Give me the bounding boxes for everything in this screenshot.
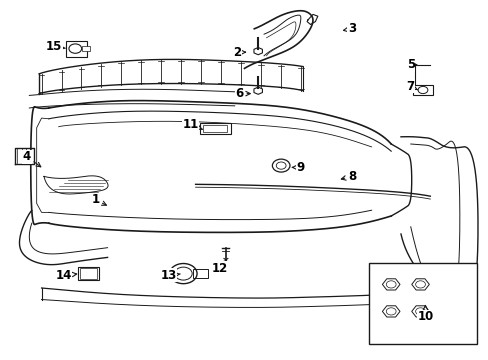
Text: 7: 7 [406, 80, 417, 93]
Bar [65, 41, 87, 57]
Text: 14: 14 [55, 269, 77, 282]
Text: 9: 9 [292, 161, 304, 174]
Text: 12: 12 [211, 260, 228, 275]
Text: 5: 5 [406, 58, 416, 71]
Text: 10: 10 [416, 305, 433, 323]
Bar [78, 267, 99, 280]
Bar [368, 263, 476, 344]
Text: 1: 1 [91, 193, 106, 206]
Text: 11: 11 [182, 118, 202, 131]
Text: 8: 8 [341, 170, 355, 183]
Bar [203, 125, 227, 132]
Bar [412, 85, 432, 95]
Text: 6: 6 [235, 87, 250, 100]
Text: 15: 15 [45, 40, 65, 53]
Text: 13: 13 [160, 269, 180, 282]
Bar [200, 123, 230, 134]
Bar [193, 269, 207, 278]
Text: 3: 3 [343, 22, 355, 35]
Text: 2: 2 [233, 46, 245, 59]
Bar [80, 268, 97, 279]
Text: 4: 4 [23, 150, 41, 167]
Bar [82, 46, 90, 51]
